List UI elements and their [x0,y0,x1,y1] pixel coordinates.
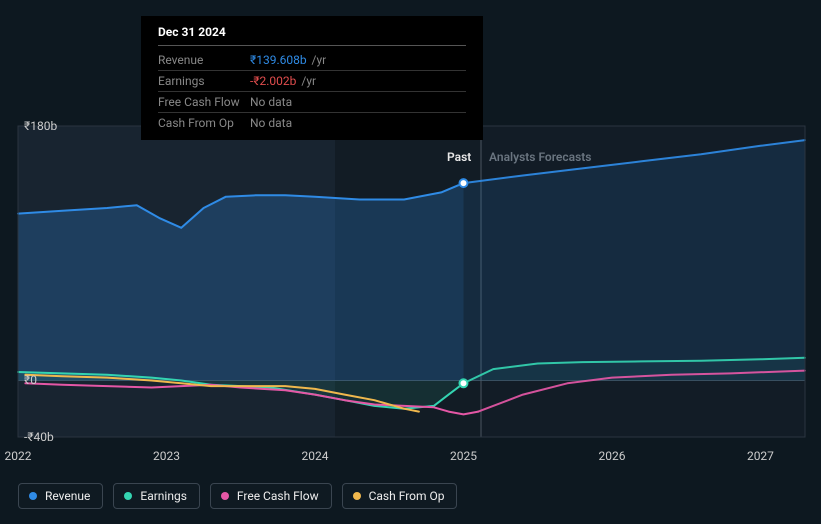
legend-label: Cash From Op [369,489,445,503]
tooltip-row-label: Earnings [158,74,250,88]
x-tick-label: 2025 [450,449,477,463]
tooltip-row: Earnings-₹2.002b /yr [158,71,466,92]
legend-chip-fcf[interactable]: Free Cash Flow [210,483,332,509]
tooltip-title: Dec 31 2024 [158,25,466,46]
legend-label: Free Cash Flow [237,489,319,503]
tooltip-row-label: Cash From Op [158,116,250,130]
x-tick-label: 2026 [598,449,625,463]
x-tick-label: 2024 [301,449,328,463]
legend-dot-icon [353,492,361,500]
tooltip-row: Free Cash FlowNo data [158,92,466,113]
x-tick-label: 2023 [153,449,180,463]
legend-dot-icon [221,492,229,500]
y-tick-label: ₹180b [24,119,57,133]
tooltip-row-value: -₹2.002b /yr [250,74,316,88]
legend-dot-icon [29,492,37,500]
x-tick-label: 2027 [747,449,774,463]
x-tick-label: 2022 [5,449,32,463]
legend-chip-revenue[interactable]: Revenue [18,483,103,509]
tooltip-row-label: Free Cash Flow [158,95,250,109]
region-label-past: Past [447,150,471,164]
tooltip-row: Cash From OpNo data [158,113,466,133]
tooltip-row: Revenue₹139.608b /yr [158,50,466,71]
legend-dot-icon [124,492,132,500]
y-tick-label: ₹0 [24,373,37,387]
tooltip-row-value: No data [250,95,292,109]
legend-label: Revenue [45,489,90,503]
chart-tooltip: Dec 31 2024 Revenue₹139.608b /yrEarnings… [141,16,483,140]
tooltip-row-label: Revenue [158,53,250,67]
tooltip-row-value: ₹139.608b /yr [250,53,326,67]
chart-legend: Revenue Earnings Free Cash Flow Cash From O… [18,483,457,509]
tooltip-row-value: No data [250,116,292,130]
y-tick-label: -₹40b [24,430,54,444]
legend-label: Earnings [140,489,187,503]
region-label-future: Analysts Forecasts [489,150,591,164]
legend-chip-earnings[interactable]: Earnings [113,483,200,509]
legend-chip-cfo[interactable]: Cash From Op [342,483,458,509]
